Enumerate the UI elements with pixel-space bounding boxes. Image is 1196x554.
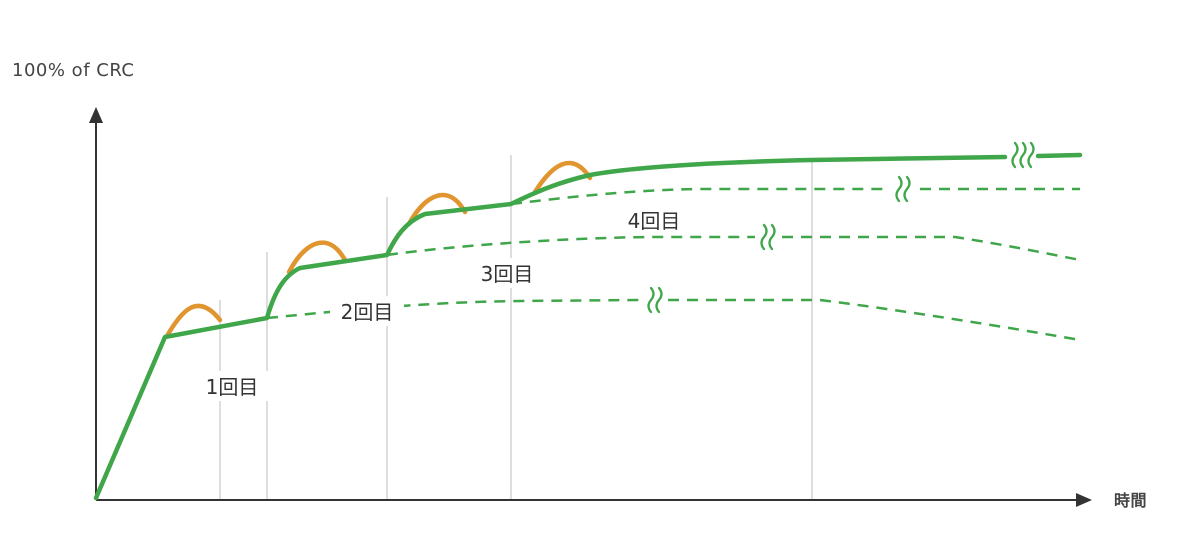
y-axis-arrow <box>89 107 103 123</box>
break-squiggle-icon <box>760 223 776 251</box>
axes <box>89 107 1092 507</box>
x-axis-arrow <box>1076 493 1092 507</box>
main-line <box>93 152 1083 501</box>
y-axis-label: 100% of CRC <box>12 60 135 81</box>
break-squiggle-icon <box>647 286 663 314</box>
break-squiggle-icon <box>895 175 911 203</box>
round-label-3: 3回目 <box>481 262 534 286</box>
dashed-line-round-2 <box>386 235 1081 262</box>
reference-lines <box>219 155 813 500</box>
x-axis-label: 時間 <box>1114 491 1147 510</box>
peak-round-3 <box>407 192 468 225</box>
round-label-1: 1回目 <box>206 375 259 399</box>
peak-round-1 <box>164 303 223 339</box>
peak-round-4 <box>532 160 593 195</box>
dashed-line-round-3 <box>510 187 1080 206</box>
peak-round-2 <box>286 240 348 275</box>
break-squiggle-icon <box>1011 141 1035 169</box>
peaks <box>164 160 593 339</box>
round-label-4: 4回目 <box>628 209 681 233</box>
round-label-2: 2回目 <box>341 300 394 324</box>
dashed-lines <box>266 187 1081 342</box>
round-labels: 1回目 2回目 3回目 4回目 <box>196 205 691 401</box>
